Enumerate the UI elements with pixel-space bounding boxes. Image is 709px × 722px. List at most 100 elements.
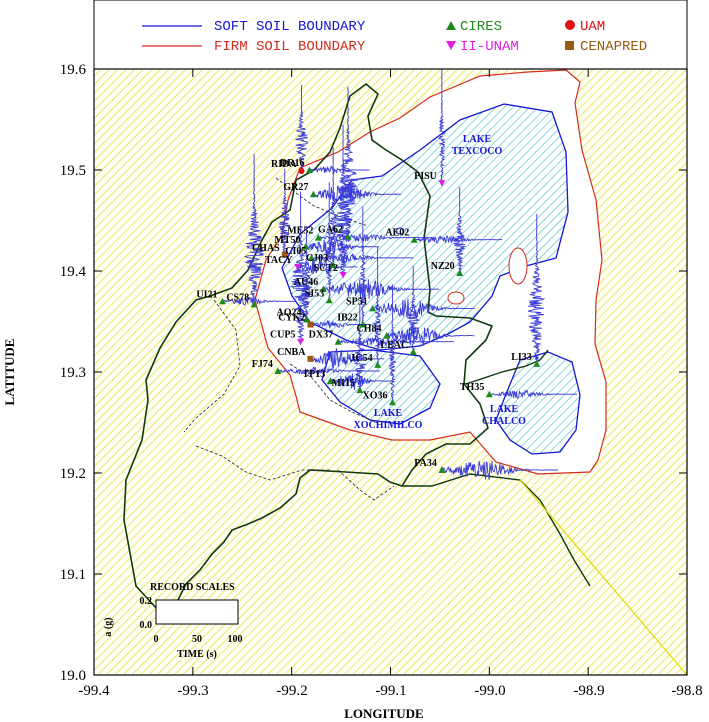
station-label: AO24 <box>276 307 301 318</box>
acceleration-trace <box>318 233 435 243</box>
station-label: AU46 <box>294 277 318 288</box>
acceleration-trace <box>437 69 446 184</box>
y-tick-label: 19.6 <box>60 62 87 78</box>
station-label: MT50 <box>274 235 300 246</box>
cenapred-station-marker <box>307 321 314 328</box>
record-scale-ytick-1: 0.2 <box>140 596 153 607</box>
station-cj03: CJ03 <box>306 253 337 268</box>
internal-boundaries <box>183 177 395 501</box>
y-tick-label: 19.0 <box>60 668 86 684</box>
station-label: NZ20 <box>431 261 455 272</box>
cenapred-legend-label: CENAPRED <box>580 39 647 55</box>
cires-station-marker <box>356 386 364 394</box>
lake-chalco-label: LAKE <box>490 404 519 415</box>
record-scale-xtick-100: 100 <box>228 634 243 645</box>
station-label: CS78 <box>226 292 249 303</box>
acceleration-trace <box>413 235 503 244</box>
acceleration-trace <box>329 146 337 266</box>
station-label: TH35 <box>460 382 484 393</box>
cires-station-marker <box>309 190 317 198</box>
cires-station-marker <box>250 300 258 308</box>
x-axis-title: LONGITUDE <box>344 706 423 721</box>
station-label: CNBA <box>277 347 306 358</box>
station-mi15: MI15 <box>332 378 364 394</box>
station-label: CUP5 <box>270 330 296 341</box>
cires-station-marker <box>334 338 342 345</box>
station-cyk2: CYK2 <box>278 313 314 328</box>
cires-station-marker <box>359 321 367 328</box>
ii-unam-legend-icon <box>446 41 456 50</box>
station-sct2: SCT2 <box>314 263 347 279</box>
station-label: PA34 <box>414 458 437 469</box>
cires-station-marker <box>438 466 446 473</box>
x-tick-label: -99.4 <box>78 683 110 699</box>
station-ib22: IB22 <box>337 313 367 328</box>
cires-legend-label: CIRES <box>460 19 502 35</box>
acceleration-trace <box>295 85 309 172</box>
station-jc54: JC54 <box>350 353 382 368</box>
acceleration-trace <box>453 187 466 274</box>
chalco-soft-soil-boundary <box>495 351 581 455</box>
x-tick-label: -99.3 <box>177 683 208 699</box>
cires-station-marker <box>325 296 333 304</box>
cires-station-marker <box>374 361 382 368</box>
diagonal-road <box>519 479 687 675</box>
record-scale-box: RECORD SCALES a (g) 0.2 0.0 0 50 100 TIM… <box>103 582 243 660</box>
record-scale-y-label: a (g) <box>103 617 114 636</box>
cenapred-legend-icon <box>565 41 574 50</box>
station-rida: RIDA <box>271 159 305 175</box>
uam-legend-label: UAM <box>580 19 605 35</box>
acceleration-trace <box>359 206 368 325</box>
station-label: FJ74 <box>252 359 273 370</box>
acceleration-trace <box>322 279 440 300</box>
cires-station-marker <box>409 348 417 355</box>
station-label: UI21 <box>196 289 217 300</box>
legend: SOFT SOIL BOUNDARY FIRM SOIL BOUNDARY CI… <box>142 19 647 55</box>
acceleration-trace <box>372 298 475 320</box>
record-scale-xtick-0: 0 <box>154 634 159 645</box>
cires-station-marker <box>329 261 337 268</box>
station-label: CYK2 <box>278 313 305 324</box>
station-li33: LI33 <box>511 352 541 367</box>
acceleration-trace <box>386 325 475 347</box>
station-sp51: SP51 <box>346 296 377 312</box>
station-ga62: GA62 <box>318 225 352 240</box>
station-label: DR16 <box>280 158 304 169</box>
cires-station-marker <box>410 236 418 243</box>
station-label: ME52 <box>287 226 313 237</box>
cires-station-marker <box>218 297 226 305</box>
station-label: SI53 <box>305 288 324 299</box>
cires-station-marker <box>456 269 464 277</box>
axes: -99.4 -99.3 -99.2 -99.1 -99.0 -98.9 -98.… <box>2 62 703 721</box>
station-label: JC54 <box>350 353 372 364</box>
station-tp13: TP13 <box>302 369 334 385</box>
cires-station-marker <box>302 315 310 323</box>
lake-texcoco-label: LAKE <box>463 134 492 145</box>
acceleration-trace <box>333 124 353 276</box>
ii_unam-station-marker <box>294 263 302 271</box>
station-leac: LEAC <box>380 340 417 355</box>
station-xo36: XO36 <box>362 390 396 406</box>
cires-station-marker <box>319 285 327 293</box>
station-label: PISU <box>414 171 437 182</box>
cires-legend-icon <box>446 21 456 30</box>
y-tick-label: 19.5 <box>60 163 86 179</box>
acceleration-trace <box>406 265 420 352</box>
x-tick-label: -98.9 <box>573 683 604 699</box>
acceleration-trace <box>353 304 367 391</box>
station-label: CI05 <box>285 246 306 257</box>
cenapred-station-marker <box>281 251 288 258</box>
record-scales-title: RECORD SCALES <box>150 582 235 593</box>
cires-station-marker <box>326 377 334 385</box>
station-ui21: UI21 <box>196 289 226 305</box>
station-label: SP51 <box>346 296 368 307</box>
cires-station-marker <box>305 166 313 173</box>
delegation-boundary <box>465 349 549 385</box>
cires-station-marker <box>344 233 352 240</box>
station-label: RIDA <box>271 159 297 170</box>
station-label: LEAC <box>380 340 408 351</box>
acceleration-trace <box>278 168 291 255</box>
station-ci05: CI05 <box>285 246 315 261</box>
cires-station-marker <box>302 243 310 250</box>
